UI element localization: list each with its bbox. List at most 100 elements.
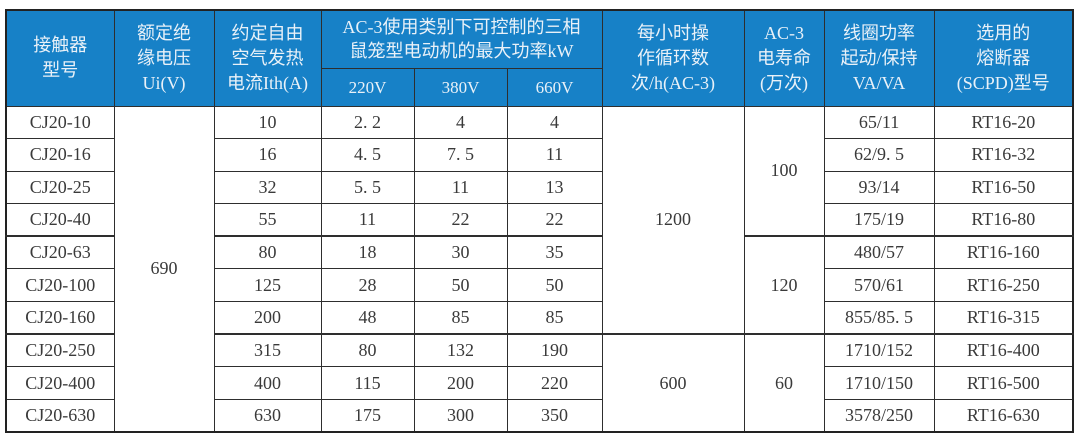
model-cell: CJ20-10	[5, 105, 115, 140]
kw380-cell: 85	[413, 301, 508, 335]
model-cell: CJ20-25	[5, 170, 115, 205]
model-cell: CJ20-250	[5, 333, 115, 368]
coil-power-cell: 65/11	[823, 105, 935, 140]
kw220-cell: 11	[320, 203, 415, 237]
kw660-cell: 11	[506, 138, 603, 172]
kw660-cell: 85	[506, 301, 603, 335]
table-row: CJ20-630 630 175 300 350 3578/250 RT16-6…	[5, 398, 1074, 433]
fuse-cell: RT16-50	[933, 170, 1074, 205]
ith-cell: 125	[213, 268, 322, 303]
ui-voltage-cell: 690	[113, 105, 215, 433]
header-max-power-group: AC-3使用类别下可控制的三相 鼠笼型电动机的最大功率kW	[320, 9, 603, 69]
ith-cell: 630	[213, 398, 322, 433]
cycles-cell: 1200	[601, 105, 745, 335]
table-row: CJ20-25 32 5. 5 11 13 93/14 RT16-50	[5, 170, 1074, 205]
ith-cell: 32	[213, 170, 322, 205]
model-cell: CJ20-160	[5, 301, 115, 335]
kw380-cell: 50	[413, 268, 508, 303]
table-row: CJ20-63 80 18 30 35 120 480/57 RT16-160	[5, 235, 1074, 335]
header-thermal-current: 约定自由 空气发热 电流Ith(A)	[213, 9, 322, 107]
table-body: CJ20-10 690 10 2. 2 4 4 1200 100 65/11 R…	[5, 105, 1074, 433]
kw220-cell: 28	[320, 268, 415, 303]
header-380v: 380V	[413, 67, 508, 107]
kw220-cell: 80	[320, 333, 415, 368]
fuse-cell: RT16-250	[933, 268, 1074, 303]
table-row: CJ20-160 200 48 85 85 855/85. 5 RT16-315	[5, 301, 1074, 335]
header-220v: 220V	[320, 67, 415, 107]
fuse-cell: RT16-32	[933, 138, 1074, 172]
kw380-cell: 132	[413, 333, 508, 368]
kw380-cell: 7. 5	[413, 138, 508, 172]
coil-power-cell: 1710/150	[823, 366, 935, 400]
coil-power-cell: 93/14	[823, 170, 935, 205]
kw220-cell: 48	[320, 301, 415, 335]
table-row: CJ20-100 125 28 50 50 570/61 RT16-250	[5, 268, 1074, 303]
table-row: CJ20-10 690 10 2. 2 4 4 1200 100 65/11 R…	[5, 105, 1074, 433]
ith-cell: 315	[213, 333, 322, 368]
fuse-cell: RT16-630	[933, 398, 1074, 433]
contactor-spec-table: 接触器 型号 额定绝 缘电压 Ui(V) 约定自由 空气发热 电流Ith(A) …	[5, 9, 1075, 433]
model-cell: CJ20-16	[5, 138, 115, 172]
header-cycles-per-hour: 每小时操 作循环数 次/h(AC-3)	[601, 9, 745, 107]
model-cell: CJ20-100	[5, 268, 115, 303]
kw660-cell: 50	[506, 268, 603, 303]
table-header: 接触器 型号 额定绝 缘电压 Ui(V) 约定自由 空气发热 电流Ith(A) …	[5, 9, 1074, 107]
ith-cell: 400	[213, 366, 322, 400]
model-cell: CJ20-40	[5, 203, 115, 237]
fuse-cell: RT16-20	[933, 105, 1074, 140]
header-row-main: 接触器 型号 额定绝 缘电压 Ui(V) 约定自由 空气发热 电流Ith(A) …	[5, 9, 1074, 107]
header-coil-power: 线圈功率 起动/保持 VA/VA	[823, 9, 935, 107]
kw660-cell: 22	[506, 203, 603, 237]
header-contactor-model: 接触器 型号	[5, 9, 115, 107]
kw660-cell: 4	[506, 105, 603, 140]
header-row-sub: 220V 380V 660V	[6, 67, 1073, 107]
kw220-cell: 18	[320, 235, 415, 270]
kw380-cell: 11	[413, 170, 508, 205]
kw380-cell: 200	[413, 366, 508, 400]
fuse-cell: RT16-500	[933, 366, 1074, 400]
ith-cell: 10	[213, 105, 322, 140]
kw220-cell: 175	[320, 398, 415, 433]
kw380-cell: 300	[413, 398, 508, 433]
life-cell: 120	[743, 235, 825, 335]
ith-cell: 200	[213, 301, 322, 335]
ith-cell: 16	[213, 138, 322, 172]
fuse-cell: RT16-80	[933, 203, 1074, 237]
kw380-cell: 22	[413, 203, 508, 237]
life-cell: 60	[743, 333, 825, 433]
model-cell: CJ20-630	[5, 398, 115, 433]
kw660-cell: 350	[506, 398, 603, 433]
table-row: CJ20-40 55 11 22 22 175/19 RT16-80	[5, 203, 1074, 237]
table-row: CJ20-400 400 115 200 220 1710/150 RT16-5…	[5, 366, 1074, 400]
kw660-cell: 13	[506, 170, 603, 205]
kw660-cell: 35	[506, 235, 603, 270]
coil-power-cell: 175/19	[823, 203, 935, 237]
cycles-cell: 600	[601, 333, 745, 433]
table-row: CJ20-16 16 4. 5 7. 5 11 62/9. 5 RT16-32	[5, 138, 1074, 172]
fuse-cell: RT16-400	[933, 333, 1074, 368]
kw380-cell: 30	[413, 235, 508, 270]
table-row: CJ20-250 315 80 132 190 600 60 1710/152 …	[5, 333, 1074, 433]
coil-power-cell: 570/61	[823, 268, 935, 303]
kw220-cell: 115	[320, 366, 415, 400]
header-fuse-type: 选用的 熔断器 (SCPD)型号	[933, 9, 1074, 107]
coil-power-cell: 1710/152	[823, 333, 935, 368]
coil-power-cell: 3578/250	[823, 398, 935, 433]
header-electrical-life: AC-3 电寿命 (万次)	[743, 9, 825, 107]
fuse-cell: RT16-160	[933, 235, 1074, 270]
kw220-cell: 5. 5	[320, 170, 415, 205]
header-rated-insulation-voltage: 额定绝 缘电压 Ui(V)	[113, 9, 215, 107]
kw660-cell: 190	[506, 333, 603, 368]
kw220-cell: 2. 2	[320, 105, 415, 140]
fuse-cell: RT16-315	[933, 301, 1074, 335]
kw220-cell: 4. 5	[320, 138, 415, 172]
kw660-cell: 220	[506, 366, 603, 400]
header-660v: 660V	[506, 67, 603, 107]
coil-power-cell: 855/85. 5	[823, 301, 935, 335]
model-cell: CJ20-400	[5, 366, 115, 400]
model-cell: CJ20-63	[5, 235, 115, 270]
coil-power-cell: 62/9. 5	[823, 138, 935, 172]
ith-cell: 55	[213, 203, 322, 237]
coil-power-cell: 480/57	[823, 235, 935, 270]
